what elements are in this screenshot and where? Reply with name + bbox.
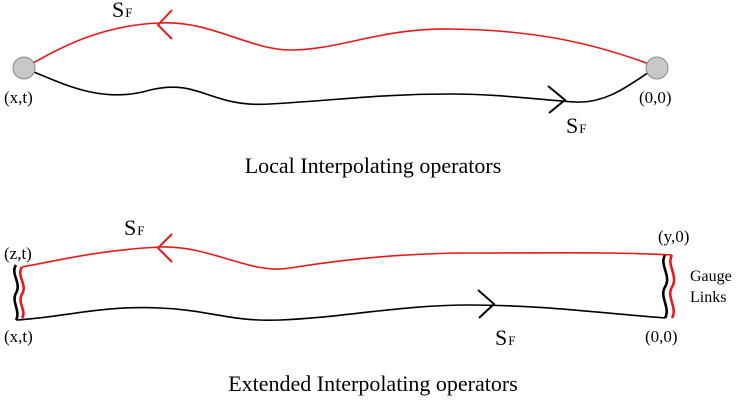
propagator-label-top: SF (112, 0, 132, 22)
point-label-zt: (z,t) (4, 244, 32, 263)
extended-operator-diagram: (z,t) (x,t) (y,0) (0,0) Gauge Links SF S… (4, 215, 732, 396)
forward-arrow-icon (547, 85, 567, 114)
forward-propagator-line-extended (15, 304, 666, 322)
forward-propagator-line (23, 66, 658, 106)
gauge-link-left-black (13, 264, 19, 321)
caption-local: Local Interpolating operators (245, 153, 502, 178)
propagator-label-bottom: SF (566, 113, 586, 138)
gauge-link-right-red (669, 254, 676, 319)
source-point-icon (645, 56, 669, 80)
gauge-links-label-line1: Gauge (690, 268, 732, 285)
gauge-link-right-black (662, 254, 669, 319)
propagator-label-bottom-extended: SF (495, 325, 515, 350)
backward-arrow-extended-icon (156, 233, 173, 263)
propagator-label-top-extended: SF (124, 215, 144, 240)
local-operator-diagram: (x,t) (0,0) SF SF Local Interpolating op… (4, 0, 672, 178)
point-label-00-extended: (0,0) (645, 327, 678, 346)
point-label-xt-extended: (x,t) (4, 327, 33, 346)
point-label-y0: (y,0) (658, 227, 689, 246)
point-label-00: (0,0) (639, 88, 672, 107)
backward-arrow-icon (156, 9, 173, 40)
caption-extended: Extended Interpolating operators (228, 371, 518, 396)
backward-propagator-line-extended (21, 246, 673, 270)
forward-arrow-extended-icon (477, 289, 496, 319)
sink-point-icon (12, 56, 36, 80)
gauge-links-label-line2: Links (690, 289, 726, 306)
backward-propagator-line (23, 22, 658, 69)
gauge-link-left-red (19, 266, 25, 319)
point-label-xt: (x,t) (4, 88, 33, 107)
